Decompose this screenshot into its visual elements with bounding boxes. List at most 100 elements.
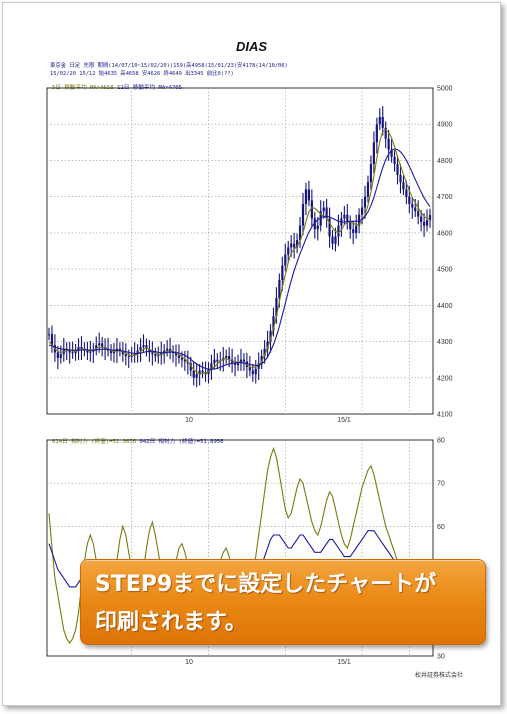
price-candle-body bbox=[408, 196, 411, 204]
price-candle-body bbox=[68, 350, 71, 353]
price-tick-label: 4700 bbox=[437, 194, 453, 201]
legend-rsi42: 042日 相対力 (終値)=51.8956 bbox=[139, 439, 224, 445]
price-candle-body bbox=[160, 352, 163, 356]
price-candle-body bbox=[393, 156, 396, 165]
info-line-2: 15/02/20 15/12 始4635 高4658 安4626 終4649 出… bbox=[50, 71, 234, 77]
price-candle-body bbox=[390, 149, 393, 157]
price-candle-body bbox=[95, 345, 98, 350]
price-candle-body bbox=[139, 346, 142, 351]
price-candle-body bbox=[295, 240, 299, 248]
price-candle-body bbox=[71, 352, 74, 354]
price-candle-body bbox=[307, 189, 311, 201]
price-candle-body bbox=[301, 203, 305, 226]
price-candle-body bbox=[417, 211, 420, 217]
price-candle-body bbox=[387, 138, 390, 150]
x-tick-labels: 10 10 15/1 15/1 bbox=[185, 417, 351, 666]
price-candle-body bbox=[136, 350, 139, 354]
ma5-line bbox=[48, 129, 431, 375]
price-candle-body bbox=[293, 243, 296, 248]
chart-document-title: DIAS bbox=[235, 39, 268, 54]
price-candle-body bbox=[109, 350, 113, 354]
price-candle-body bbox=[375, 124, 378, 143]
price-candle-body bbox=[80, 346, 83, 349]
info-line-1: 東京金 日足 先限 期間(14/07/10~15/02/20)(159)高495… bbox=[50, 63, 288, 69]
price-candle-body bbox=[369, 164, 373, 183]
price-candle-body bbox=[168, 348, 172, 352]
price-candle-body bbox=[127, 356, 130, 358]
price-lines bbox=[48, 129, 431, 375]
price-candle-body bbox=[372, 142, 375, 165]
price-candle-body bbox=[198, 370, 201, 375]
price-candle-body bbox=[74, 350, 77, 354]
price-candle-body bbox=[287, 247, 290, 255]
price-candle-body bbox=[233, 363, 237, 366]
price-candle-body bbox=[242, 359, 246, 362]
price-tick-labels: 5000 4900 4800 4700 4600 4500 4400 4300 4200 4100 bbox=[437, 86, 453, 419]
ma12-line bbox=[48, 148, 431, 370]
price-candle-body bbox=[121, 350, 124, 355]
price-grid bbox=[47, 88, 433, 414]
price-tick-label: 4100 bbox=[437, 412, 453, 419]
price-candle-body bbox=[216, 359, 219, 362]
price-candle-body bbox=[177, 355, 181, 358]
price-candle-body bbox=[236, 363, 240, 366]
osc-tick-label: 80 bbox=[437, 438, 445, 445]
price-candle-body bbox=[319, 211, 322, 226]
oscillator-legend: 014日 相対力 (終値)=51.9656 042日 相対力 (終値)=51.8… bbox=[52, 437, 224, 445]
price-candle-body bbox=[166, 348, 169, 351]
price-candle-body bbox=[414, 207, 417, 212]
price-candle-body bbox=[331, 236, 334, 244]
price-candle-body bbox=[363, 196, 367, 208]
price-tick-label: 4200 bbox=[437, 375, 453, 382]
price-candle-body bbox=[346, 214, 349, 223]
price-candle-body bbox=[411, 203, 414, 208]
price-candle-body bbox=[266, 341, 269, 349]
price-candle-body bbox=[405, 189, 408, 197]
price-tick-label: 4400 bbox=[437, 303, 453, 310]
price-tick-label: 4900 bbox=[437, 122, 453, 129]
price-candle-body bbox=[133, 353, 136, 356]
price-candle-body bbox=[101, 343, 104, 347]
price-candle-body bbox=[248, 366, 251, 371]
price-candle-body bbox=[337, 225, 340, 237]
price-candle-body bbox=[322, 207, 325, 212]
price-candle-body bbox=[151, 352, 154, 355]
price-tick-label: 4500 bbox=[437, 267, 453, 274]
price-candle-body bbox=[239, 359, 243, 364]
price-candle-body bbox=[381, 116, 384, 128]
price-candle-body bbox=[358, 214, 361, 226]
price-candle-body bbox=[89, 351, 92, 353]
price-candle-body bbox=[174, 353, 178, 356]
price-candle-body bbox=[325, 207, 328, 219]
price-candle-body bbox=[145, 345, 148, 349]
instruction-callout: STEP9までに設定したチャートが 印刷されます。 bbox=[80, 559, 486, 645]
price-candle-body bbox=[334, 236, 337, 244]
price-candle-body bbox=[112, 351, 116, 354]
price-candle-body bbox=[316, 225, 319, 230]
price-candle-body bbox=[260, 356, 263, 364]
price-candle-body bbox=[210, 363, 213, 369]
price-candle-body bbox=[360, 207, 364, 215]
price-candle-body bbox=[195, 374, 198, 378]
price-candle-body bbox=[290, 243, 293, 248]
osc-tick-label: 70 bbox=[437, 481, 445, 488]
price-candle-body bbox=[50, 334, 54, 346]
price-candle-body bbox=[304, 189, 308, 204]
oscillator-panel-frame bbox=[46, 439, 434, 657]
price-candles bbox=[47, 106, 432, 388]
publisher-label: 松井証券株式会社 bbox=[415, 672, 464, 679]
price-candle-body bbox=[328, 218, 331, 237]
price-candle-body bbox=[399, 174, 402, 183]
price-candle-body bbox=[225, 356, 228, 358]
price-candle-body bbox=[163, 350, 166, 353]
price-candle-body bbox=[47, 334, 51, 336]
price-candle-body bbox=[378, 116, 381, 125]
osc-tick-label: 30 bbox=[437, 654, 445, 661]
price-tick-label: 5000 bbox=[437, 86, 453, 93]
price-candle-body bbox=[213, 359, 216, 364]
osc-x-tick-label: 15/1 bbox=[337, 659, 351, 666]
price-candle-body bbox=[56, 352, 59, 358]
legend-rsi14: 014日 相対力 (終値)=51.9656 bbox=[52, 439, 137, 445]
price-candle-body bbox=[254, 368, 257, 375]
price-candle-body bbox=[310, 200, 313, 219]
